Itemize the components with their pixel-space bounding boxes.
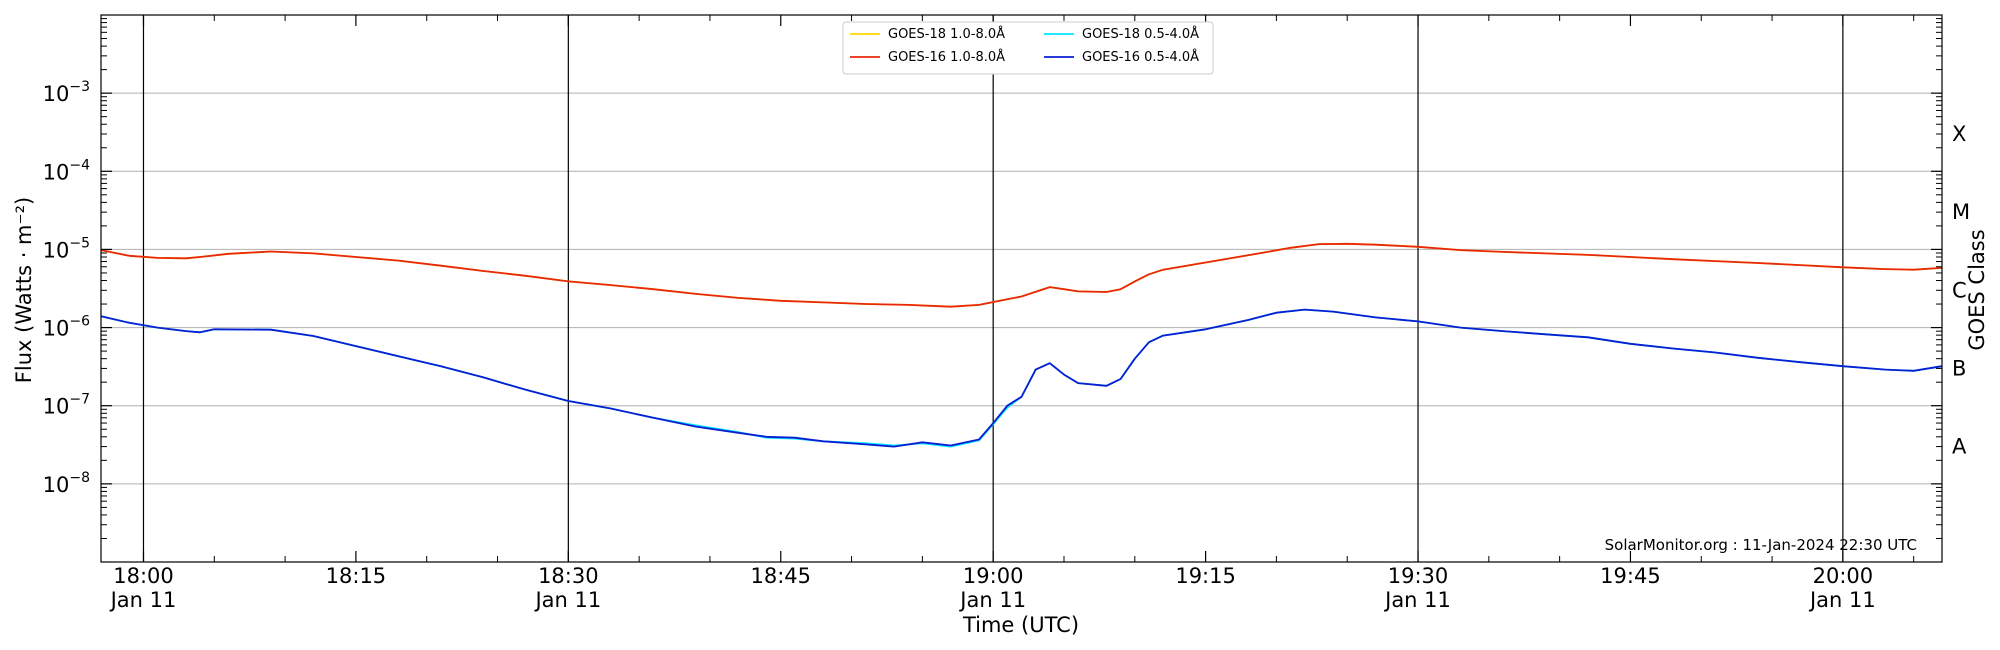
x-tick-date-label: Jan 11: [1383, 588, 1451, 612]
legend-box: [842, 21, 1214, 75]
y-tick-label: 10−3: [43, 79, 90, 106]
goes-class-label: C: [1952, 278, 1967, 302]
x-tick-date-label: Jan 11: [109, 588, 177, 612]
x-tick-label: 18:00: [113, 564, 174, 588]
y-tick-label: 10−7: [43, 392, 90, 419]
legend-label: GOES-18 1.0-8.0Å: [888, 26, 1005, 42]
credit-text: SolarMonitor.org : 11-Jan-2024 22:30 UTC: [1605, 536, 1917, 554]
y-tick-base: 10: [43, 82, 70, 106]
y-tick-label: 10−5: [43, 235, 90, 262]
goes-class-label: X: [1952, 122, 1966, 146]
x-axis-title: Time (UTC): [962, 613, 1079, 637]
x-tick-date-label: Jan 11: [958, 588, 1026, 612]
x-tick-label: 18:45: [750, 564, 811, 588]
series-line-2: [100, 242, 1943, 308]
series-line-3: [100, 308, 1943, 448]
x-tick-label: 19:30: [1388, 564, 1449, 588]
y-tick-base: 10: [43, 395, 70, 419]
y-tick-exponent: −8: [69, 470, 90, 486]
x-tick-date-label: Jan 11: [1808, 588, 1876, 612]
goes-class-label: B: [1952, 356, 1966, 380]
y-tick-exponent: −6: [69, 314, 90, 330]
y-axis-title: Flux (Watts · m⁻²): [12, 197, 36, 383]
x-tick-label: 19:15: [1175, 564, 1236, 588]
y-tick-base: 10: [43, 473, 70, 497]
y-tick-base: 10: [43, 160, 70, 184]
y-tick-exponent: −5: [69, 235, 90, 251]
grid-lines: [101, 92, 1942, 485]
goes-class-label: A: [1952, 435, 1967, 459]
legend-label: GOES-16 1.0-8.0Å: [888, 49, 1005, 65]
y-tick-exponent: −7: [69, 392, 90, 408]
x-tick-date-label: Jan 11: [533, 588, 601, 612]
x-tick-label: 20:00: [1813, 564, 1874, 588]
y-tick-label: 10−6: [43, 314, 90, 341]
x-tick-label: 19:45: [1600, 564, 1661, 588]
y-tick-base: 10: [43, 238, 70, 262]
legend-label: GOES-18 0.5-4.0Å: [1082, 26, 1199, 42]
y-tick-label: 10−8: [43, 470, 90, 497]
legend-label: GOES-16 0.5-4.0Å: [1082, 49, 1199, 65]
major-time-lines: [142, 15, 1844, 562]
x-tick-label: 18:30: [538, 564, 599, 588]
y-tick-exponent: −4: [69, 157, 90, 173]
series-lines: [100, 242, 1943, 448]
y-tick-label: 10−4: [43, 157, 90, 184]
legend: GOES-18 1.0-8.0Å GOES-16 1.0-8.0Å GOES-18 …: [842, 21, 1214, 75]
x-tick-label: 19:00: [963, 564, 1024, 588]
y-tick-base: 10: [43, 317, 70, 341]
x-tick-label: 18:15: [326, 564, 387, 588]
goes-class-label: M: [1952, 200, 1970, 224]
goes-class-axis-title: GOES Class: [1965, 229, 1989, 350]
plot-frame: [100, 14, 1943, 563]
y-tick-exponent: −3: [69, 79, 90, 95]
